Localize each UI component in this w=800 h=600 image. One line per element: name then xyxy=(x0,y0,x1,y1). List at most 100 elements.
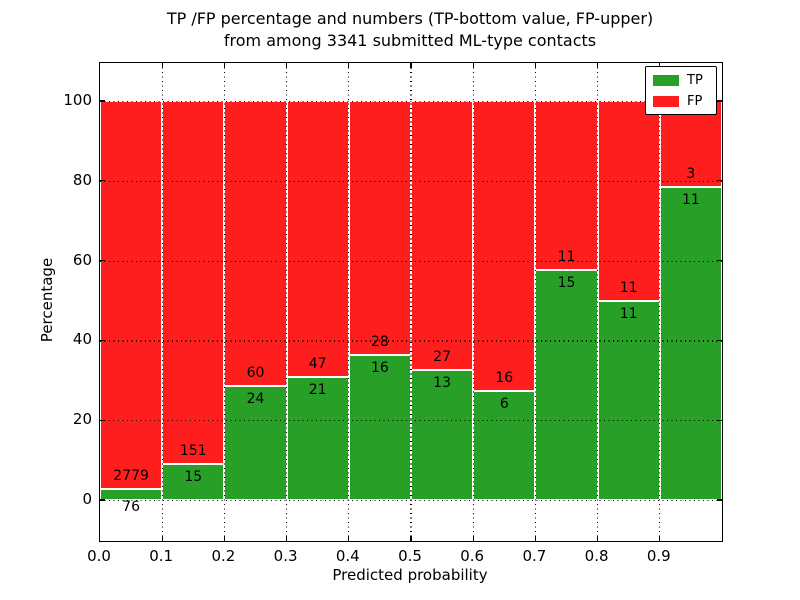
x-tick-label-0.9: 0.9 xyxy=(646,547,671,565)
y-tick-right-80 xyxy=(717,180,722,182)
y-tick-left-0 xyxy=(100,499,105,501)
gridline-v-1 xyxy=(161,63,163,541)
y-tick-left-60 xyxy=(100,259,105,262)
gridline-v-4 xyxy=(348,63,350,541)
bar-segment-tp-9 xyxy=(659,186,722,500)
gridline-v-8 xyxy=(597,63,599,541)
y-tick-label-40: 40 xyxy=(72,330,92,349)
y-tick-left-40 xyxy=(100,339,105,342)
fp-count-label-0: 2779 xyxy=(113,468,149,485)
x-tick-bottom-8 xyxy=(596,536,599,541)
y-tick-left-80 xyxy=(100,180,105,182)
fp-count-label-1: 151 xyxy=(179,442,207,459)
bar-segment-tp-6 xyxy=(473,391,536,500)
y-tick-right-0 xyxy=(717,499,722,501)
x-tick-label-0.2: 0.2 xyxy=(211,547,236,565)
fp-count-label-7: 11 xyxy=(557,248,576,265)
tp-count-label-8: 11 xyxy=(619,305,638,322)
tp-count-label-2: 24 xyxy=(246,391,265,407)
bar-segment-fp-4 xyxy=(348,101,411,355)
gridline-v-3 xyxy=(286,63,288,541)
x-tick-top-1 xyxy=(161,63,163,68)
x-axis-label: Predicted probability xyxy=(332,566,488,584)
y-tick-label-80: 80 xyxy=(72,170,92,189)
tp-swatch-icon xyxy=(653,74,679,86)
bar-segment-fp-5 xyxy=(411,101,474,371)
x-tick-top-2 xyxy=(223,63,226,68)
y-tick-right-100 xyxy=(717,100,722,102)
legend-item-tp: TP xyxy=(653,72,716,89)
y-tick-label-20: 20 xyxy=(72,410,92,429)
legend-label-fp: FP xyxy=(687,93,703,109)
bar-segment-tp-7 xyxy=(535,269,598,500)
fp-count-label-3: 47 xyxy=(308,355,327,372)
bar-segment-fp-6 xyxy=(473,101,536,392)
x-tick-top-3 xyxy=(285,63,288,68)
x-tick-top-6 xyxy=(472,63,474,68)
x-tick-bottom-6 xyxy=(472,536,474,541)
chart-title-line1: TP /FP percentage and numbers (TP-bottom… xyxy=(166,9,654,28)
tp-count-label-0: 76 xyxy=(122,499,140,516)
x-tick-top-7 xyxy=(534,63,537,68)
tp-count-label-4: 16 xyxy=(370,359,389,376)
y-tick-right-40 xyxy=(717,339,722,342)
y-tick-left-20 xyxy=(100,419,105,421)
x-tick-bottom-1 xyxy=(161,536,163,541)
bar-segment-fp-0 xyxy=(100,101,163,490)
x-tick-bottom-9 xyxy=(659,536,661,541)
bar-segment-fp-1 xyxy=(162,101,225,464)
tp-count-label-5: 13 xyxy=(433,375,451,392)
fp-count-label-6: 16 xyxy=(495,370,514,387)
fp-swatch-icon xyxy=(653,95,679,107)
y-tick-right-60 xyxy=(717,259,722,262)
x-tick-label-0.8: 0.8 xyxy=(584,547,609,565)
gridline-v-5 xyxy=(410,63,412,541)
fp-count-label-4: 28 xyxy=(370,333,389,350)
bar-segment-fp-8 xyxy=(597,101,660,301)
x-tick-top-9 xyxy=(659,63,661,68)
chart-title-line2: from among 3341 submitted ML-type contac… xyxy=(223,31,597,50)
x-tick-label-0.0: 0.0 xyxy=(87,547,111,565)
bar-segment-fp-7 xyxy=(535,101,598,270)
gridline-v-7 xyxy=(534,63,536,541)
x-tick-label-0.7: 0.7 xyxy=(522,547,547,565)
bar-segment-fp-9 xyxy=(659,101,722,187)
x-tick-label-0.5: 0.5 xyxy=(398,547,422,565)
x-tick-bottom-5 xyxy=(410,536,412,541)
x-tick-label-0.1: 0.1 xyxy=(149,547,174,565)
tp-count-label-9: 11 xyxy=(681,191,700,208)
y-tick-label-100: 100 xyxy=(63,91,92,109)
bar-segment-tp-8 xyxy=(597,300,660,500)
x-tick-top-4 xyxy=(348,63,350,68)
legend-item-fp: FP xyxy=(653,93,716,110)
x-tick-label-0.3: 0.3 xyxy=(273,547,298,565)
x-tick-top-5 xyxy=(410,63,412,68)
fp-count-label-8: 11 xyxy=(619,279,638,296)
x-tick-bottom-4 xyxy=(348,536,350,541)
gridline-v-6 xyxy=(472,63,474,541)
tp-count-label-1: 15 xyxy=(184,468,203,485)
fp-count-label-9: 3 xyxy=(686,165,696,182)
tp-count-label-6: 6 xyxy=(499,396,509,413)
tp-count-label-3: 21 xyxy=(308,381,327,398)
plot-area: 2779 76 151 15 60 24 47 21 28 16 27 13 16 6 11 15 11 11 3 1… xyxy=(99,62,723,542)
bar-segment-fp-3 xyxy=(286,101,349,377)
y-tick-right-20 xyxy=(717,419,722,421)
fp-count-label-5: 27 xyxy=(433,349,451,366)
x-tick-top-8 xyxy=(596,63,599,68)
x-tick-bottom-3 xyxy=(285,536,288,541)
legend: TP FP xyxy=(645,66,717,115)
fp-count-label-2: 60 xyxy=(246,365,265,381)
tp-count-label-7: 15 xyxy=(557,274,576,291)
chart-title: TP /FP percentage and numbers (TP-bottom… xyxy=(99,8,721,52)
y-tick-label-60: 60 xyxy=(72,250,92,269)
y-tick-label-0: 0 xyxy=(82,490,92,508)
legend-label-tp: TP xyxy=(687,72,703,88)
x-tick-label-0.6: 0.6 xyxy=(460,547,485,565)
gridline-v-9 xyxy=(659,63,661,541)
x-tick-bottom-2 xyxy=(223,536,226,541)
y-tick-left-100 xyxy=(100,100,105,102)
gridline-v-2 xyxy=(223,63,225,541)
bar-segment-fp-2 xyxy=(224,101,287,386)
